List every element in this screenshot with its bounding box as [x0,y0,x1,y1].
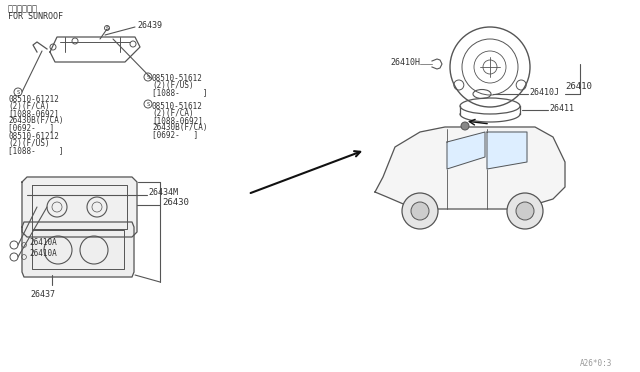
Text: 08510-61212: 08510-61212 [8,95,59,104]
Circle shape [516,202,534,220]
Text: (2)(F/US): (2)(F/US) [152,81,194,90]
Text: (2)(F/US): (2)(F/US) [8,139,50,148]
Text: 26434M: 26434M [148,187,178,196]
Polygon shape [22,222,134,277]
Text: 26410A: 26410A [29,237,57,247]
Text: 26439: 26439 [137,20,162,29]
Text: S: S [17,90,20,94]
Text: 26410H: 26410H [390,58,420,67]
Text: サンルーフ用: サンルーフ用 [8,4,38,13]
Text: [0692-   ]: [0692- ] [152,130,198,139]
Circle shape [507,193,543,229]
Polygon shape [375,127,565,209]
Text: 26430B(F/CA): 26430B(F/CA) [8,116,63,125]
Text: 26437: 26437 [30,290,55,299]
Polygon shape [447,132,485,169]
Text: 08510-51612: 08510-51612 [152,102,203,111]
Text: [1088-     ]: [1088- ] [8,146,63,155]
Text: 26410: 26410 [565,82,592,91]
Text: 26410A: 26410A [29,250,57,259]
Text: (2)(F/CA): (2)(F/CA) [8,102,50,111]
Text: [1088-0692]: [1088-0692] [8,109,59,118]
Text: S: S [105,26,109,31]
Text: [0692-   ]: [0692- ] [8,123,54,132]
Text: S: S [147,102,150,106]
Text: 26430B(F/CA): 26430B(F/CA) [152,123,207,132]
Polygon shape [22,177,137,237]
Text: [1088-0692]: [1088-0692] [152,116,203,125]
Circle shape [411,202,429,220]
Text: [1088-     ]: [1088- ] [152,88,207,97]
Text: 08510-51612: 08510-51612 [152,74,203,83]
Text: A26*0:3: A26*0:3 [580,359,612,368]
Text: 26410J: 26410J [529,87,559,96]
Circle shape [461,122,469,130]
Circle shape [402,193,438,229]
Text: (2)(F/CA): (2)(F/CA) [152,109,194,118]
Polygon shape [487,132,527,169]
Text: FOR SUNROOF: FOR SUNROOF [8,12,63,21]
Text: 08510-61212: 08510-61212 [8,132,59,141]
Text: 26411: 26411 [549,103,574,112]
Text: 26430: 26430 [162,198,189,206]
Text: S: S [147,74,150,80]
